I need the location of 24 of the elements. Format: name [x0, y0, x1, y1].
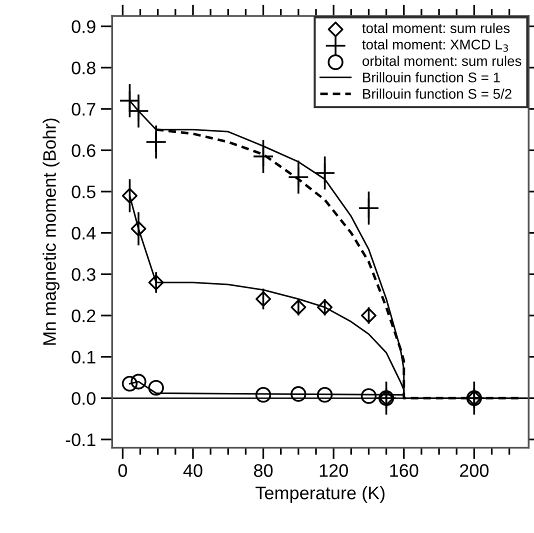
legend-label: total moment: XMCD L$_{3}$ [362, 39, 508, 52]
legend-label: Brillouin function S = 5/2 [363, 88, 512, 99]
y-tick-label: 0.2 [72, 309, 96, 322]
x-tick-label: 80 [254, 464, 273, 477]
legend-label: total moment: sum rules [362, 22, 510, 34]
y-tick-label: 0.7 [72, 102, 96, 116]
y-axis-title: Mn magnetic moment (Bohr) [42, 118, 60, 345]
y-tick-label: 0.0 [72, 392, 96, 405]
y-tick-label: -0.1 [66, 433, 96, 446]
y-tick-label: 0.9 [72, 20, 96, 34]
x-tick-label: 40 [183, 464, 202, 477]
y-tick-label: 0.3 [72, 268, 96, 281]
x-tick-label: 160 [390, 464, 418, 477]
legend-label: Brillouin function S = 1 [363, 72, 500, 82]
y-tick-label: 0.6 [72, 144, 96, 157]
y-tick-label: 0.1 [72, 350, 96, 364]
legend-label: orbital moment: sum rules [362, 56, 522, 66]
y-tick-label: 0.8 [72, 62, 96, 74]
x-axis-title: Temperature (K) [256, 486, 385, 503]
x-tick-label: 200 [460, 464, 489, 477]
x-tick-label: 120 [320, 464, 348, 477]
y-tick-label: 0.4 [72, 226, 96, 240]
y-tick-label: 0.5 [72, 186, 96, 198]
x-tick-label: 0 [118, 464, 127, 477]
